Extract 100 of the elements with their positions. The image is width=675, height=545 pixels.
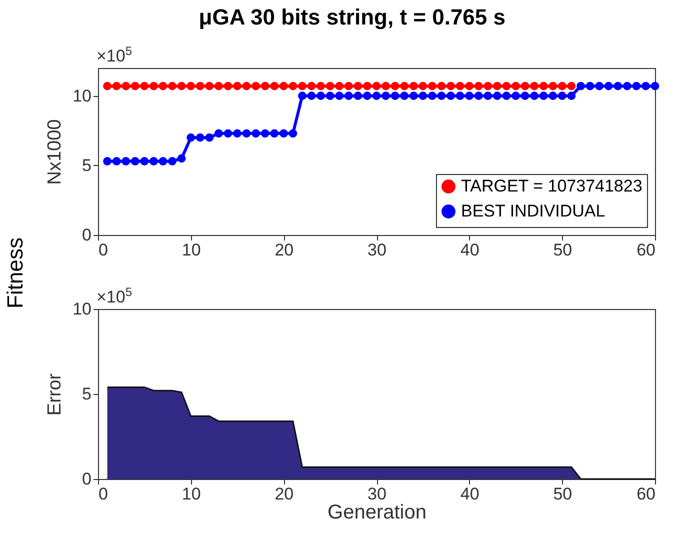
point [604,82,613,90]
point [150,157,158,166]
point [242,82,251,90]
point [548,82,558,90]
point [622,82,632,90]
point [288,129,298,138]
point [335,92,344,100]
y-tick-label: 0 [82,470,92,488]
point [437,92,446,100]
point [130,157,140,166]
y-tick-label: 0 [82,226,92,244]
text: ×10$^{5}$ [96,284,132,308]
point [409,92,418,100]
point [372,92,381,100]
point [177,154,186,163]
point [288,82,298,90]
point [539,92,548,100]
point [456,82,464,90]
point [418,82,428,90]
point [632,82,641,90]
point [520,92,530,100]
point [502,92,511,100]
x-tick-label: 0 [98,240,108,260]
point [279,82,288,90]
point [548,92,558,100]
legend-label: TARGET = 1073741823 [461,176,642,196]
point [279,129,288,138]
point [158,157,168,166]
x-tick-label: 50 [553,240,572,260]
x-tick-label: 20 [274,240,294,260]
point [122,82,130,90]
point [168,82,176,90]
point [382,92,390,100]
point [298,92,306,100]
point [382,82,390,90]
point [484,82,492,90]
point [530,92,538,100]
point [196,82,204,90]
x-tick-label: 30 [368,484,386,504]
point [316,92,325,100]
y-axis-title: Nx1000 [44,119,66,185]
point [390,82,400,90]
point [576,82,585,90]
point [224,82,232,90]
point [418,92,428,100]
point [298,82,306,90]
x-tick-label: 60 [636,240,656,260]
point [493,92,502,100]
point [270,129,279,138]
point [474,82,483,90]
point [363,92,372,100]
point [112,157,121,166]
point [140,157,149,166]
point [558,92,566,100]
y-tick-label: 10 [72,300,92,318]
point [326,82,334,90]
point [567,92,576,100]
point [307,92,316,100]
point [474,92,483,100]
point [196,133,204,142]
point [502,82,511,90]
point [465,92,474,100]
point [205,82,214,90]
y-tick-label: 5 [82,384,92,404]
point [122,157,130,166]
x-tick-label: 60 [636,484,656,504]
point [233,82,242,90]
y-tick-label: 10 [72,86,92,106]
point [252,82,260,90]
point [428,82,436,90]
point [326,92,334,100]
point [344,82,353,90]
point [103,82,112,90]
point [140,82,149,90]
point [642,82,650,90]
point [567,82,576,90]
point [456,92,464,100]
point [233,129,242,138]
point [493,82,502,90]
point [465,82,474,90]
point [252,129,260,138]
x-tick-label: 20 [274,484,294,504]
point [614,82,622,90]
point [260,129,270,138]
x-axis-title: Generation [328,502,426,524]
point [512,82,520,90]
point [446,92,455,100]
legend-label: BEST INDIVIDUAL [461,202,606,220]
point [530,82,538,90]
point [224,129,232,138]
point [409,82,418,90]
point [307,82,316,90]
point [437,82,446,90]
point [103,157,112,166]
point [484,92,492,100]
point [539,82,548,90]
x-tick-label: 40 [460,240,480,260]
chart-title: μGA 30 bits string, t = 0.765 s [198,4,506,30]
point [260,82,270,90]
point [400,92,409,100]
